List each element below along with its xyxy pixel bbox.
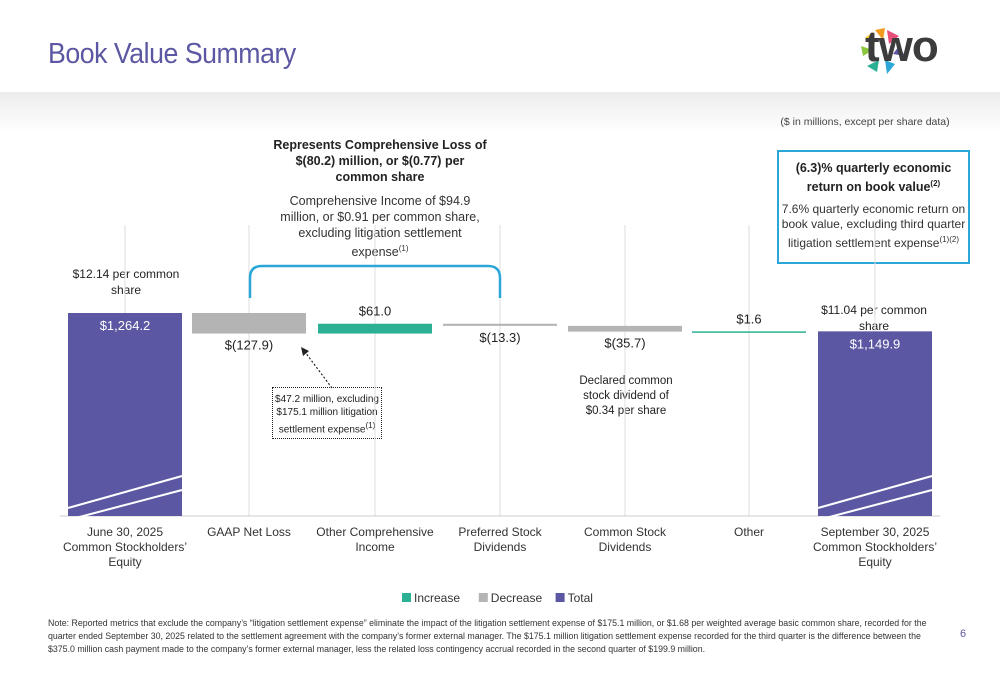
bar-3 <box>443 323 557 326</box>
bar-5 <box>692 331 806 333</box>
bar-break-a-6 <box>817 475 933 509</box>
comprehensive-loss-head: Represents Comprehensive Loss of $(80.2)… <box>273 138 487 184</box>
callout-sub: 7.6% quarterly economic return on book v… <box>779 202 968 251</box>
header-band <box>0 92 1000 132</box>
chart-value-labels: $1,264.2 $(127.9) $61.0 $(13.3) $(35.7) $1.6 $… <box>100 304 901 353</box>
legend-swatch-total <box>555 593 565 602</box>
legend-label-total: Total <box>568 591 593 605</box>
tick-label-5-0: Other <box>734 525 764 539</box>
value-label-5: $1.6 <box>736 311 761 326</box>
tick-label-0-2: Equity <box>108 555 141 569</box>
value-label-2: $61.0 <box>359 304 392 319</box>
chart-gridlines <box>60 225 940 517</box>
tick-label-3-0: Preferred Stock <box>458 525 542 539</box>
tick-label-6-1: Common Stockholders’ <box>813 540 937 554</box>
callout-head-text: (6.3)% quarterly economic return on book… <box>795 161 952 195</box>
value-label-6: $1,149.9 <box>850 336 901 351</box>
bar-break-a-0 <box>67 475 183 509</box>
bar-break-b-6 <box>817 489 933 521</box>
value-label-0: $1,264.2 <box>100 318 151 333</box>
value-label-4: $(35.7) <box>604 336 645 351</box>
bar-4 <box>568 325 682 332</box>
tick-label-0-1: Common Stockholders’ <box>63 540 187 554</box>
footnote: Note: Reported metrics that exclude the … <box>48 618 927 654</box>
page-number: 6 <box>960 628 967 640</box>
logo-text: two <box>865 22 939 71</box>
callout-head-sup: (2) <box>930 179 941 188</box>
legend-label-decrease: Decrease <box>491 591 543 605</box>
gaap-box-text: $47.2 million, excluding $175.1 million … <box>275 394 379 436</box>
callout-sub-sup: (1)(2) <box>939 235 959 245</box>
gaap-pointer-arrowhead <box>301 347 309 356</box>
tick-label-4-0: Common Stock <box>584 525 667 539</box>
bar-6 <box>818 331 932 516</box>
tick-label-0-0: June 30, 2025 <box>87 525 163 539</box>
start-per-share-label: $12.14 per common share <box>72 267 180 297</box>
bar-break-b-0 <box>67 489 183 521</box>
gaap-box-pointer <box>304 351 333 389</box>
end-per-share-label: $11.04 per common share <box>821 303 927 333</box>
units-note: ($ in millions, except per share data) <box>780 116 950 128</box>
gaap-excluding-box: $47.2 million, excluding $175.1 million … <box>272 387 382 439</box>
bar-0 <box>68 313 182 516</box>
tick-label-4-1: Dividends <box>599 540 652 554</box>
comprehensive-sub-text: Comprehensive Income of $94.9 million, o… <box>280 194 480 260</box>
gaap-box-sup: (1) <box>365 421 376 430</box>
callout-head: (6.3)% quarterly economic return on book… <box>779 161 968 195</box>
callout-sub-text: 7.6% quarterly economic return on book v… <box>781 202 966 251</box>
economic-return-callout: (6.3)% quarterly economic return on book… <box>777 150 970 264</box>
bar-1 <box>192 313 306 334</box>
tick-label-3-1: Dividends <box>474 540 527 554</box>
tick-label-1-0: GAAP Net Loss <box>207 525 291 539</box>
comprehensive-brace <box>248 264 502 298</box>
legend-label-increase: Increase <box>414 591 460 605</box>
legend-swatch-decrease <box>478 593 488 602</box>
value-label-1: $(127.9) <box>225 338 273 353</box>
dividend-note: Declared common stock dividend of $0.34 … <box>579 375 673 417</box>
value-label-3: $(13.3) <box>479 330 520 345</box>
page-title: Book Value Summary <box>48 38 296 70</box>
legend-swatch-increase <box>402 593 411 602</box>
tick-label-6-0: September 30, 2025 <box>821 525 930 539</box>
chart-bars <box>67 313 933 521</box>
comprehensive-income-sub: Comprehensive Income of $94.9 million, o… <box>270 193 490 260</box>
chart-legend: Increase Decrease Total <box>402 591 593 605</box>
tick-label-2-1: Income <box>355 540 395 554</box>
comprehensive-sub-sup: (1) <box>398 244 409 253</box>
tick-label-2-0: Other Comprehensive <box>316 525 434 539</box>
tick-label-6-2: Equity <box>858 555 891 569</box>
bar-2 <box>318 323 432 334</box>
logo-mark-icon <box>861 28 905 74</box>
